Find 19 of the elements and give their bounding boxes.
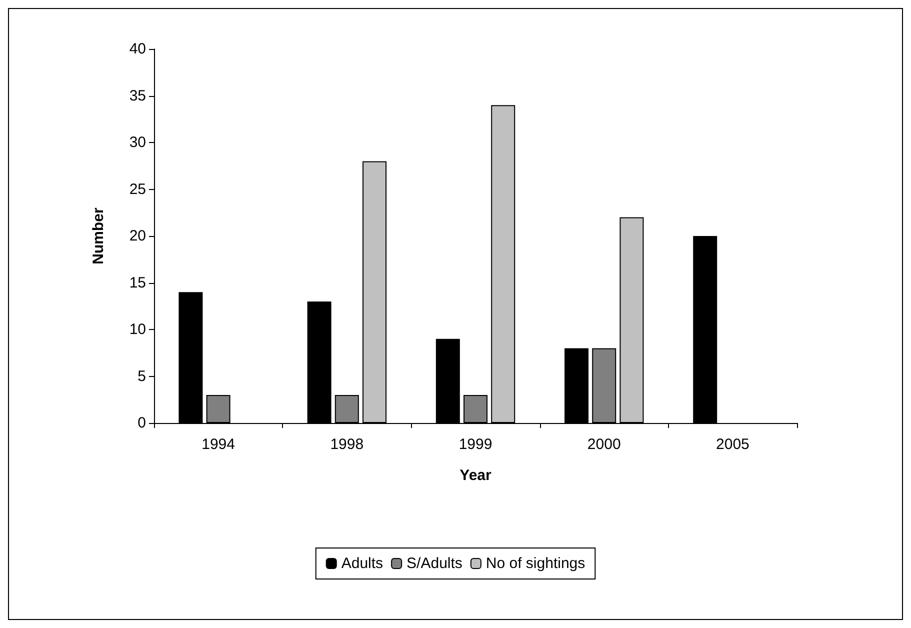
x-tick-label: 1999 — [458, 436, 492, 453]
legend-label: No of sightings — [486, 555, 586, 572]
y-tick-label: 10 — [129, 321, 146, 338]
legend-label: S/Adults — [406, 555, 462, 572]
x-axis-title: Year — [460, 467, 492, 484]
y-tick-label: 0 — [138, 414, 146, 432]
legend-label: Adults — [341, 555, 384, 572]
x-tick-label: 1994 — [202, 436, 235, 453]
x-tick-label: 2000 — [587, 436, 621, 453]
x-tick-label: 1998 — [330, 436, 364, 453]
y-tick-label: 40 — [129, 40, 146, 58]
y-tick-label: 5 — [138, 368, 146, 385]
y-axis-title: Number — [90, 208, 107, 264]
y-tick-label: 30 — [129, 134, 146, 151]
y-tick-label: 25 — [129, 180, 146, 198]
y-tick-label: 20 — [129, 228, 146, 244]
y-tick-label: 35 — [129, 87, 146, 104]
x-tick-label: 2005 — [716, 436, 750, 453]
y-tick-label: 15 — [129, 274, 146, 292]
